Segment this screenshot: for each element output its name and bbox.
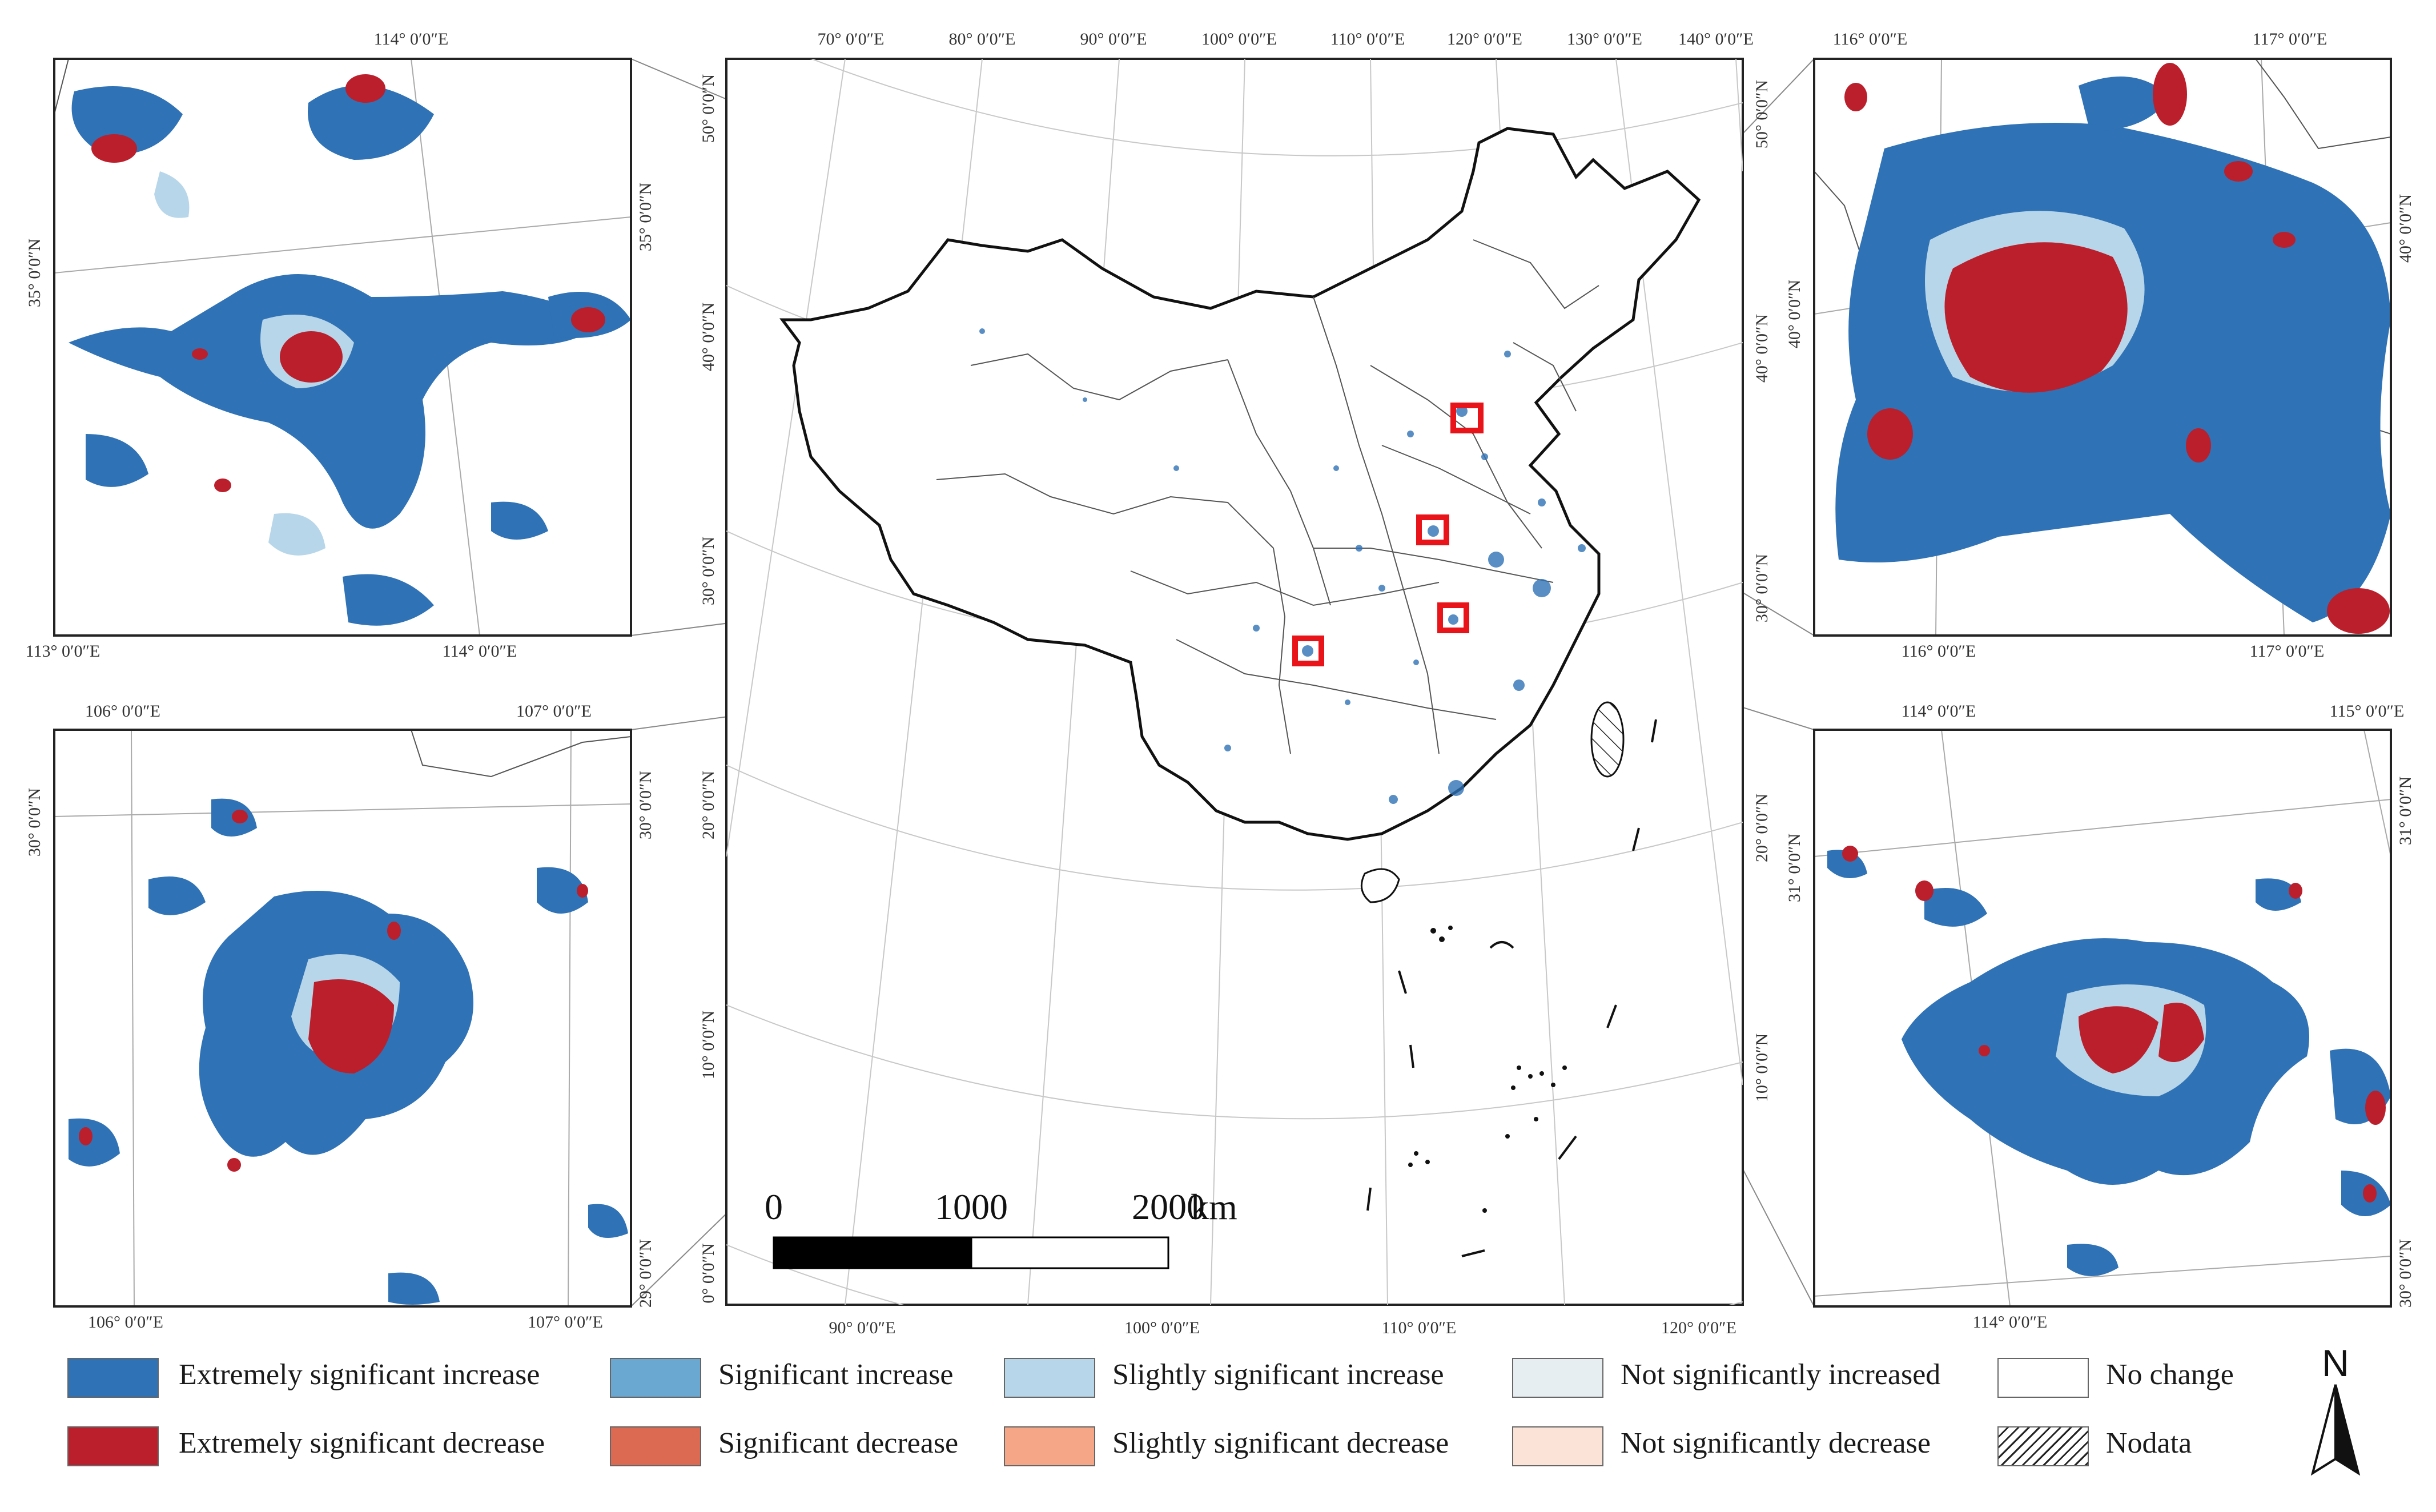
lat-label: 10° 0′0″N — [1752, 1034, 1771, 1102]
legend-swatch — [67, 1358, 159, 1398]
scale-bar: 0 1000 2000 km — [765, 1187, 1237, 1269]
lat-label: 40° 0′0″N — [1752, 314, 1771, 383]
inset-chongqing: 106° 0′0″E 107° 0′0″E 106° 0′0″E 107° 0′… — [25, 702, 655, 1332]
lat-label: 40° 0′0″N — [1785, 280, 1804, 348]
lat-label: 30° 0′0″N — [699, 537, 718, 605]
urban-blob-decrease — [91, 74, 605, 492]
legend-swatch — [1004, 1426, 1095, 1466]
legend-label: Not significantly increased — [1621, 1358, 1941, 1391]
legend-label: No change — [2106, 1358, 2234, 1391]
inset-zhengzhou: 114° 0′0″E 113° 0′0″E 114° 0′0″E 35° 0′0… — [25, 30, 655, 661]
legend-swatch — [610, 1358, 701, 1398]
china-outline — [779, 127, 1701, 841]
lat-label: 35° 0′0″N — [25, 239, 44, 307]
legend-swatch — [610, 1426, 701, 1466]
lon-label: 70° 0′0″E — [818, 30, 885, 49]
lat-label: 50° 0′0″N — [699, 74, 718, 143]
lat-label: 50° 0′0″N — [1752, 80, 1771, 148]
lon-label: 106° 0′0″E — [85, 702, 160, 721]
urban-blob-decrease — [79, 810, 588, 1172]
legend-label: Slightly significant increase — [1112, 1358, 1444, 1391]
lat-label: 30° 0′0″N — [1752, 554, 1771, 622]
scs-dots — [1408, 926, 1567, 1213]
study-area-boxes — [1292, 403, 1484, 666]
lon-label: 110° 0′0″E — [1382, 1318, 1457, 1337]
lon-label: 116° 0′0″E — [1902, 642, 1976, 661]
main-map-labels: 70° 0′0″E 80° 0′0″E 90° 0′0″E 100° 0′0″E… — [699, 30, 1771, 1337]
lon-label: 106° 0′0″E — [88, 1313, 163, 1332]
legend-label: Significant increase — [718, 1358, 954, 1391]
legend-label: Not significantly decrease — [1621, 1427, 1931, 1459]
legend-label: Nodata — [2106, 1427, 2192, 1459]
urban-pixels — [979, 328, 1586, 804]
lon-label: 117° 0′0″E — [2253, 30, 2328, 49]
legend-swatch — [67, 1426, 159, 1466]
legend-swatch — [1512, 1426, 1603, 1466]
lat-label: 29° 0′0″N — [636, 1239, 655, 1308]
lon-label: 100° 0′0″E — [1124, 1318, 1200, 1337]
province-boundaries — [936, 239, 1599, 754]
lat-label: 10° 0′0″N — [699, 1011, 718, 1079]
legend-swatch — [1004, 1358, 1095, 1398]
lon-label: 115° 0′0″E — [2330, 702, 2405, 721]
lat-label: 20° 0′0″N — [1752, 794, 1771, 862]
lon-label: 90° 0′0″E — [1080, 30, 1147, 49]
lon-label: 114° 0′0″E — [1973, 1313, 2048, 1332]
lat-label: 20° 0′0″N — [699, 771, 718, 839]
legend-label: Extremely significant decrease — [179, 1427, 545, 1459]
lat-label: 31° 0′0″N — [2396, 777, 2415, 845]
scale-tick-2000: 2000 — [1132, 1187, 1205, 1227]
lat-label: 0° 0′0″N — [699, 1243, 718, 1303]
lat-label: 30° 0′0″N — [25, 788, 44, 856]
scale-tick-1000: 1000 — [935, 1187, 1008, 1227]
lon-label: 140° 0′0″E — [1678, 30, 1754, 49]
lon-label: 107° 0′0″E — [528, 1313, 603, 1332]
scale-tick-0: 0 — [765, 1187, 783, 1227]
legend-swatch — [1512, 1358, 1603, 1398]
lon-label: 80° 0′0″E — [949, 30, 1016, 49]
lon-label: 120° 0′0″E — [1447, 30, 1522, 49]
urban-blob-decrease — [1842, 846, 2386, 1203]
lat-label: 40° 0′0″N — [2396, 194, 2415, 263]
urban-blob-decrease — [1844, 63, 2390, 634]
lon-label: 114° 0′0″E — [443, 642, 517, 661]
inset-wuhan: 114° 0′0″E 115° 0′0″E 114° 0′0″E 31° 0′0… — [1785, 702, 2415, 1332]
legend-label: Significant decrease — [718, 1427, 959, 1459]
lon-label: 116° 0′0″E — [1833, 30, 1908, 49]
lon-label: 110° 0′0″E — [1330, 30, 1405, 49]
lat-label: 40° 0′0″N — [699, 303, 718, 371]
north-arrow-icon: N — [2310, 1342, 2361, 1476]
main-map: 0 1000 2000 km 70° 0′0″E 80° 0′0″E 90° 0… — [699, 30, 1771, 1337]
lon-label: 130° 0′0″E — [1567, 30, 1642, 49]
legend-swatch — [1997, 1358, 2089, 1398]
lon-label: 100° 0′0″E — [1201, 30, 1277, 49]
lon-label: 107° 0′0″E — [516, 702, 592, 721]
south-china-sea-marks — [1366, 719, 1657, 1257]
legend-label: Extremely significant increase — [179, 1358, 540, 1391]
lon-label: 113° 0′0″E — [26, 642, 101, 661]
legend-swatch-nodata — [1997, 1426, 2089, 1466]
lat-label: 31° 0′0″N — [1785, 834, 1804, 902]
lon-label: 114° 0′0″E — [1902, 702, 1976, 721]
north-label: N — [2322, 1342, 2349, 1384]
lon-label: 90° 0′0″E — [829, 1318, 896, 1337]
lat-label: 35° 0′0″N — [636, 183, 655, 251]
lon-label: 117° 0′0″E — [2250, 642, 2325, 661]
lat-label: 30° 0′0″N — [636, 771, 655, 839]
hainan-island — [1360, 868, 1400, 903]
lon-label: 120° 0′0″E — [1661, 1318, 1736, 1337]
legend-label: Slightly significant decrease — [1112, 1427, 1449, 1459]
lat-label: 30° 0′0″N — [2396, 1239, 2415, 1308]
inset-beijing: 116° 0′0″E 117° 0′0″E 116° 0′0″E 117° 0′… — [1785, 30, 2415, 661]
taiwan-nodata — [1590, 701, 1625, 778]
scale-unit: km — [1191, 1187, 1237, 1227]
lon-label: 114° 0′0″E — [374, 30, 449, 49]
